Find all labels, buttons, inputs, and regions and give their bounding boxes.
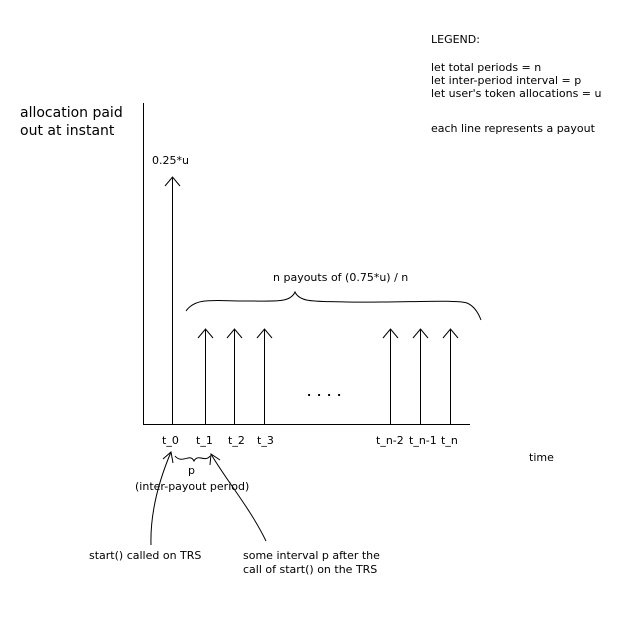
start-annotation: start() called on TRS: [89, 549, 202, 562]
interval-annotation-line2: call of start() on the TRS: [243, 563, 378, 576]
payout-arrow-t1: [197, 328, 214, 424]
interval-symbol: p: [188, 464, 195, 477]
tick-label-t0: t_0: [162, 434, 179, 447]
interval-annotation-arrow: [209, 453, 267, 542]
payout-arrow-t3: [256, 328, 273, 424]
start-annotation-arrow: [150, 451, 174, 546]
interval-brace: [174, 455, 211, 463]
y-axis-label-line1: allocation paid: [20, 105, 123, 121]
first-payout-label: 0.25*u: [152, 154, 189, 167]
interval-description: (inter-payout period): [135, 480, 250, 493]
tick-label-tn-2: t_n-2: [376, 434, 404, 447]
payout-arrow-t0: [164, 176, 181, 424]
legend-line-inter-period-interval: let inter-period interval = p: [431, 74, 582, 87]
tick-label-t2: t_2: [228, 434, 245, 447]
legend-line-token-allocations: let user's token allocations = u: [431, 87, 602, 100]
tick-label-tn: t_n: [441, 434, 458, 447]
payout-arrow-tn-2: [382, 328, 399, 424]
payout-arrow-tn: [442, 328, 459, 424]
tick-label-t3: t_3: [257, 434, 274, 447]
legend-title: LEGEND:: [431, 33, 480, 46]
tick-label-tn-1: t_n-1: [409, 434, 437, 447]
legend-note: each line represents a payout: [431, 122, 595, 135]
tick-label-t1: t_1: [196, 434, 213, 447]
brace-label: n payouts of (0.75*u) / n: [273, 271, 409, 284]
legend-line-total-periods: let total periods = n: [431, 61, 542, 74]
x-axis-label: time: [529, 451, 554, 464]
legend-lines: let total periods = n let inter-period i…: [431, 61, 602, 100]
y-axis-label-line2: out at instant: [20, 123, 115, 139]
interval-annotation-line1: some interval p after the: [243, 549, 380, 562]
payouts-brace: [185, 290, 482, 321]
payout-arrow-tn-1: [412, 328, 429, 424]
payout-arrow-t2: [226, 328, 243, 424]
ellipsis: . . . .: [307, 386, 343, 399]
